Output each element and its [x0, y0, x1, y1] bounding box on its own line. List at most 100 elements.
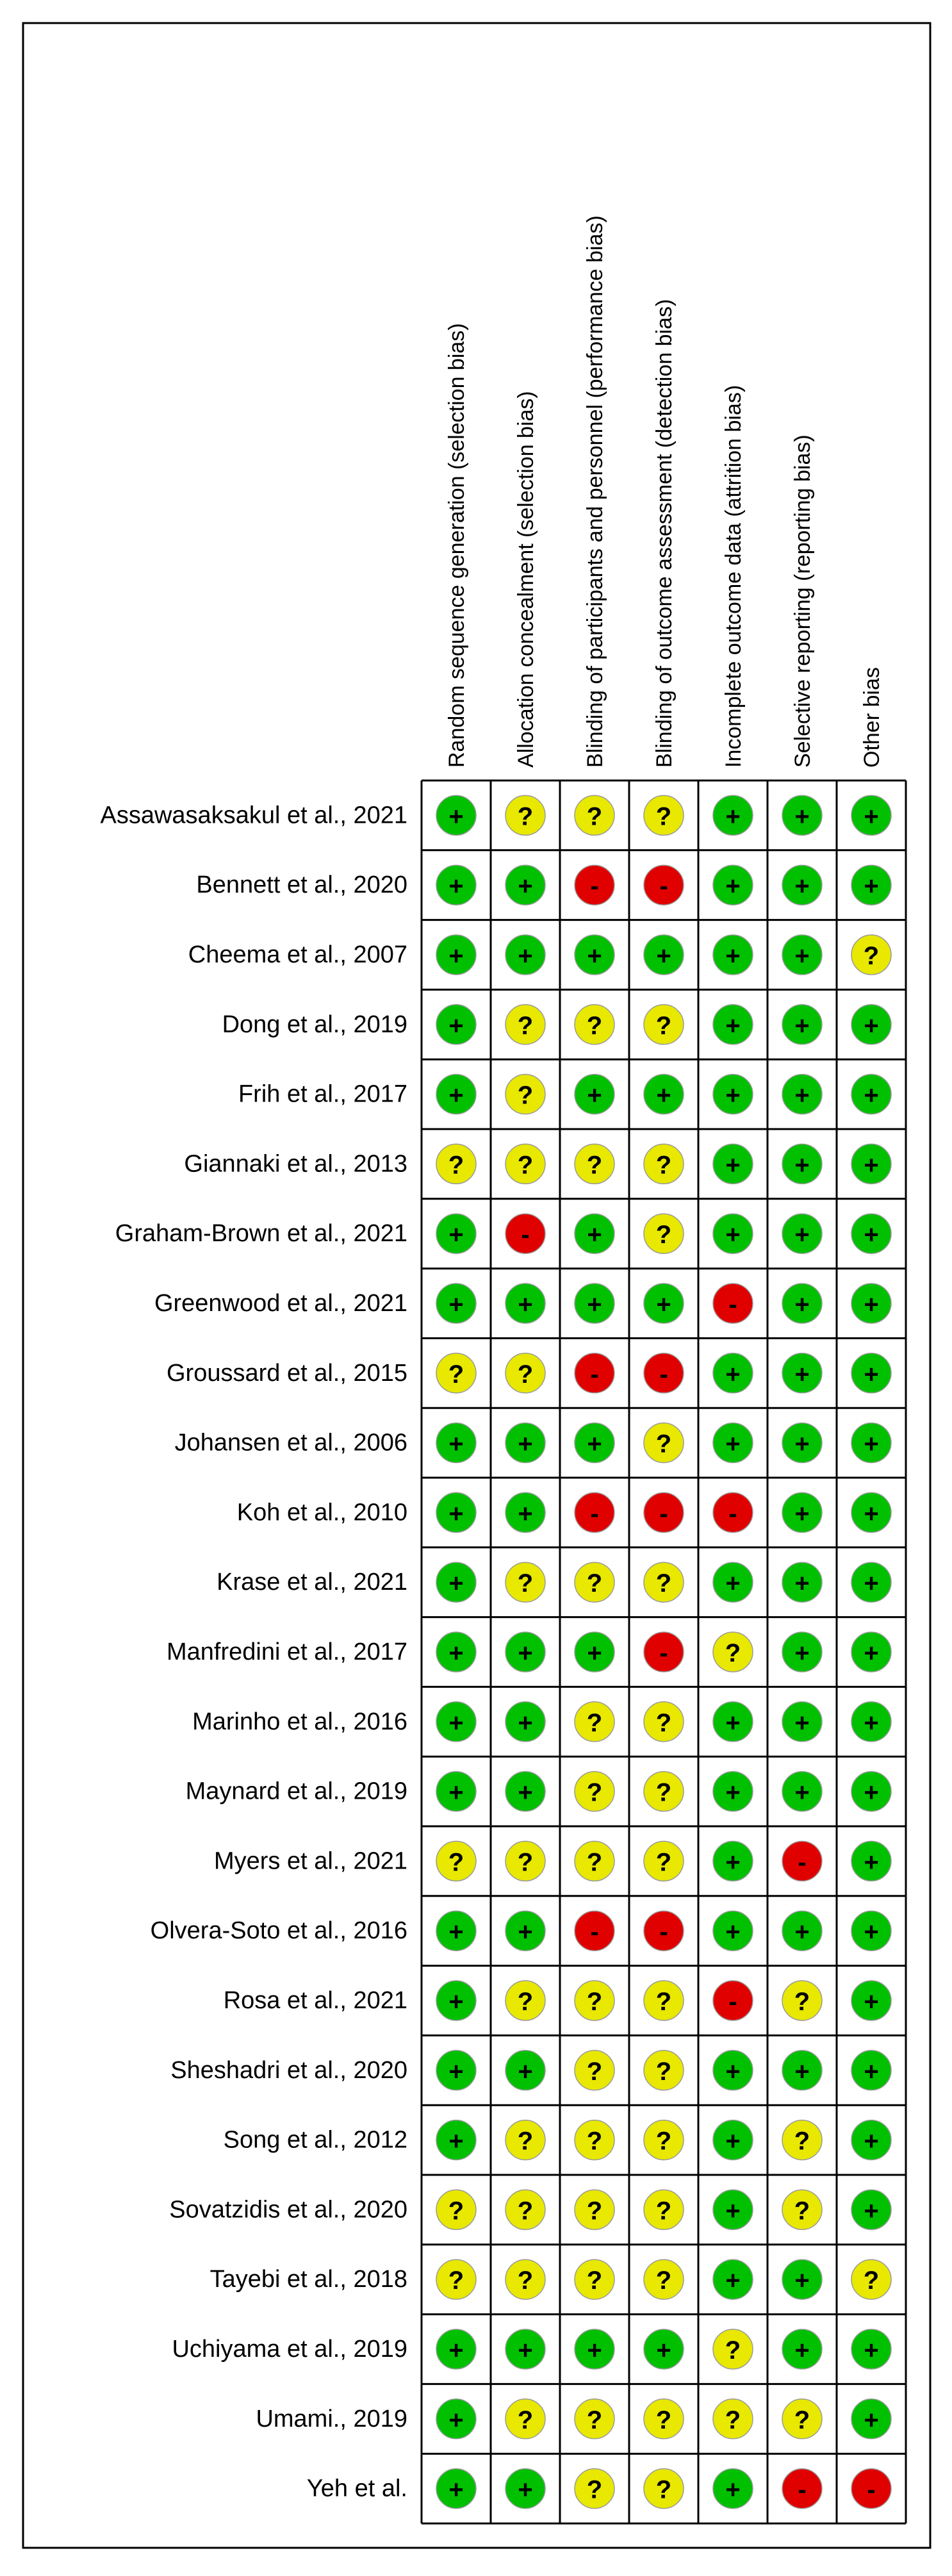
judgement-circle	[574, 1631, 615, 1672]
judgement-symbol: +	[518, 2336, 532, 2365]
judgement-circle	[782, 934, 823, 975]
study-label: Marinho et al., 2016	[192, 1708, 407, 1735]
judgement-symbol: +	[656, 1291, 671, 1319]
judgement-circle	[505, 1840, 546, 1882]
judgement-low: +	[712, 864, 753, 905]
judgement-circle	[643, 1004, 684, 1045]
judgement-low: +	[712, 2189, 753, 2231]
judgement-high: -	[712, 1492, 753, 1533]
judgement-low: +	[505, 2050, 546, 2091]
judgement-low: +	[712, 1353, 753, 1394]
judgement-symbol: ?	[587, 2476, 602, 2504]
judgement-circle	[851, 2050, 892, 2091]
judgement-unclear: ?	[505, 1004, 546, 1045]
judgement-low: +	[436, 1562, 477, 1603]
judgement-circle	[574, 2189, 615, 2231]
judgement-circle	[574, 1492, 615, 1533]
judgement-circle	[782, 1422, 823, 1464]
judgement-circle	[643, 2189, 684, 2231]
judgement-circle	[851, 1910, 892, 1951]
judgement-circle	[782, 864, 823, 905]
judgement-low: +	[436, 2119, 477, 2161]
judgement-symbol: -	[867, 2476, 875, 2504]
judgement-circle	[574, 1353, 615, 1394]
judgement-low: +	[782, 1771, 823, 1812]
judgement-circle	[643, 1143, 684, 1185]
judgement-low: +	[712, 2468, 753, 2509]
judgement-circle	[436, 1073, 477, 1115]
judgement-low: +	[436, 864, 477, 905]
judgement-circle	[851, 1840, 892, 1882]
judgement-symbol: +	[725, 1848, 740, 1876]
judgement-symbol: -	[590, 1499, 598, 1528]
judgement-circle	[643, 1353, 684, 1394]
column-header-7: Other bias	[860, 667, 884, 768]
judgement-symbol: ?	[656, 1012, 671, 1040]
judgement-low: +	[574, 934, 615, 975]
judgement-circle	[851, 2119, 892, 2161]
judgement-circle	[436, 2468, 477, 2509]
column-header-2: Allocation concealment (selection bias)	[514, 391, 538, 768]
judgement-low: +	[851, 1073, 892, 1115]
judgement-circle	[574, 1073, 615, 1115]
judgement-circle	[712, 1980, 753, 2021]
judgement-circle	[712, 1771, 753, 1812]
judgement-low: +	[782, 1562, 823, 1603]
study-label: Groussard et al., 2015	[167, 1360, 407, 1387]
judgement-circle	[851, 2468, 892, 2509]
judgement-low: +	[851, 1771, 892, 1812]
column-header-1: Random sequence generation (selection bi…	[445, 323, 469, 768]
judgement-circle	[436, 2119, 477, 2161]
judgement-circle	[782, 2050, 823, 2091]
judgement-symbol: +	[587, 1291, 602, 1319]
judgement-low: +	[782, 795, 823, 836]
judgement-unclear: ?	[712, 1631, 753, 1672]
judgement-symbol: ?	[587, 2406, 602, 2434]
judgement-circle	[851, 1701, 892, 1742]
judgement-symbol: +	[864, 1848, 878, 1876]
judgement-low: +	[574, 1631, 615, 1672]
judgement-circle	[643, 1492, 684, 1533]
judgement-symbol: ?	[587, 2127, 602, 2156]
judgement-low: +	[782, 2259, 823, 2300]
judgement-low: +	[505, 2468, 546, 2509]
judgement-symbol: +	[725, 1709, 740, 1737]
judgement-symbol: +	[448, 872, 463, 900]
judgement-unclear: ?	[574, 1980, 615, 2021]
judgement-symbol: -	[798, 2476, 806, 2504]
judgement-low: +	[574, 1283, 615, 1324]
study-label: Koh et al., 2010	[237, 1499, 407, 1526]
judgement-circle	[782, 1701, 823, 1742]
judgement-circle	[712, 1213, 753, 1254]
judgement-unclear: ?	[643, 1004, 684, 1045]
judgement-symbol: +	[794, 872, 809, 900]
judgement-symbol: +	[656, 942, 671, 970]
judgement-low: +	[851, 2398, 892, 2440]
judgement-symbol: ?	[656, 1988, 671, 2016]
judgement-unclear: ?	[574, 1701, 615, 1742]
judgement-symbol: +	[725, 872, 740, 900]
judgement-unclear: ?	[643, 2468, 684, 2509]
judgement-symbol: -	[659, 1918, 668, 1946]
judgement-circle	[712, 1701, 753, 1742]
judgement-low: +	[851, 1213, 892, 1254]
judgement-low: +	[851, 1701, 892, 1742]
judgement-symbol: +	[518, 872, 532, 900]
judgement-symbol: ?	[656, 2058, 671, 2086]
judgement-symbol: +	[448, 1569, 463, 1598]
judgement-symbol: ?	[725, 2406, 741, 2434]
judgement-high: -	[782, 2468, 823, 2509]
judgement-symbol: +	[794, 802, 809, 830]
judgement-low: +	[505, 1910, 546, 1951]
judgement-low: +	[782, 2050, 823, 2091]
judgement-low: +	[505, 2329, 546, 2370]
judgement-symbol: ?	[794, 2127, 810, 2156]
judgement-high: -	[574, 1353, 615, 1394]
judgement-symbol: +	[864, 2406, 878, 2434]
judgement-circle	[712, 934, 753, 975]
judgement-symbol: +	[864, 1291, 878, 1319]
judgement-symbol: +	[794, 1291, 809, 1319]
judgement-circle	[851, 1980, 892, 2021]
judgement-circle	[436, 2398, 477, 2440]
